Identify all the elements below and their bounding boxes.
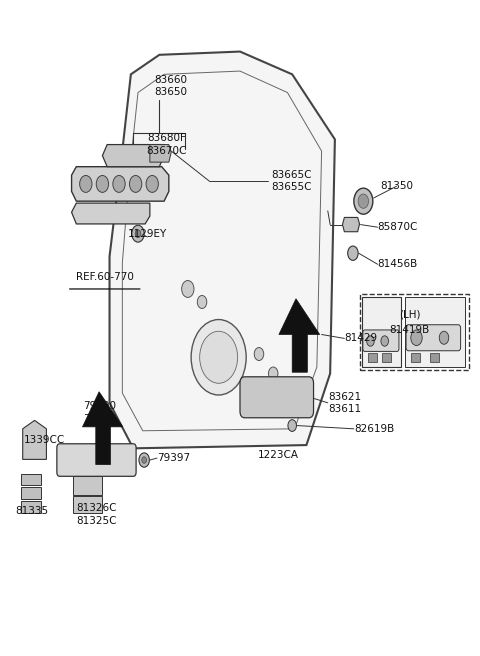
Bar [411, 353, 420, 363]
Circle shape [80, 175, 92, 192]
FancyBboxPatch shape [57, 443, 136, 476]
FancyBboxPatch shape [363, 330, 399, 352]
Text: 82619B: 82619B [354, 424, 394, 434]
Bar [21, 487, 41, 499]
Text: 81335: 81335 [16, 506, 49, 516]
Polygon shape [102, 144, 164, 167]
Polygon shape [83, 392, 123, 464]
Circle shape [113, 175, 125, 192]
Circle shape [288, 420, 297, 432]
Text: 83680F
83670C: 83680F 83670C [146, 133, 187, 155]
FancyBboxPatch shape [406, 325, 461, 351]
Bar [21, 474, 41, 485]
Text: 81326C
81325C: 81326C 81325C [76, 503, 117, 526]
Text: 1339CC: 1339CC [24, 435, 65, 445]
Polygon shape [279, 298, 320, 372]
Circle shape [181, 281, 194, 297]
Bar [21, 501, 41, 513]
FancyBboxPatch shape [360, 293, 468, 370]
Circle shape [367, 336, 374, 346]
Circle shape [146, 175, 158, 192]
Text: (LH): (LH) [398, 310, 420, 319]
Circle shape [354, 188, 373, 214]
Circle shape [191, 319, 246, 395]
Polygon shape [109, 52, 335, 448]
Circle shape [348, 246, 358, 260]
Circle shape [142, 457, 146, 463]
Bar [405, 297, 466, 367]
Bar [73, 497, 102, 514]
Polygon shape [72, 203, 150, 224]
Polygon shape [23, 420, 47, 459]
Text: 81419B: 81419B [389, 325, 430, 335]
Circle shape [139, 453, 149, 467]
Text: 85870C: 85870C [378, 222, 418, 232]
Text: 79397: 79397 [157, 453, 190, 463]
Polygon shape [72, 167, 169, 201]
Text: 1129EY: 1129EY [128, 229, 167, 239]
Circle shape [439, 331, 449, 344]
Text: 81429: 81429 [344, 333, 377, 343]
Circle shape [132, 225, 144, 242]
Circle shape [268, 367, 278, 380]
Text: 81456B: 81456B [378, 259, 418, 269]
Bar [73, 476, 102, 495]
Polygon shape [150, 144, 171, 162]
Circle shape [96, 175, 108, 192]
Text: 1223CA: 1223CA [257, 450, 299, 460]
Text: 79490
79480: 79490 79480 [84, 401, 117, 424]
Text: 83665C
83655C: 83665C 83655C [271, 170, 312, 192]
Polygon shape [342, 217, 360, 232]
Bar [368, 354, 377, 363]
Circle shape [130, 175, 142, 192]
Bar [430, 353, 439, 363]
Bar [383, 354, 391, 363]
Circle shape [254, 348, 264, 361]
Circle shape [381, 336, 388, 346]
Text: 83621
83611: 83621 83611 [328, 392, 361, 414]
Circle shape [411, 330, 422, 346]
Circle shape [135, 230, 141, 237]
Circle shape [200, 331, 238, 383]
Circle shape [358, 194, 369, 209]
Bar [362, 297, 401, 367]
Text: 83660
83650: 83660 83650 [155, 75, 188, 97]
Circle shape [197, 295, 207, 308]
Text: 81350: 81350 [380, 181, 413, 191]
Text: REF.60-770: REF.60-770 [76, 272, 134, 282]
FancyBboxPatch shape [240, 377, 313, 418]
